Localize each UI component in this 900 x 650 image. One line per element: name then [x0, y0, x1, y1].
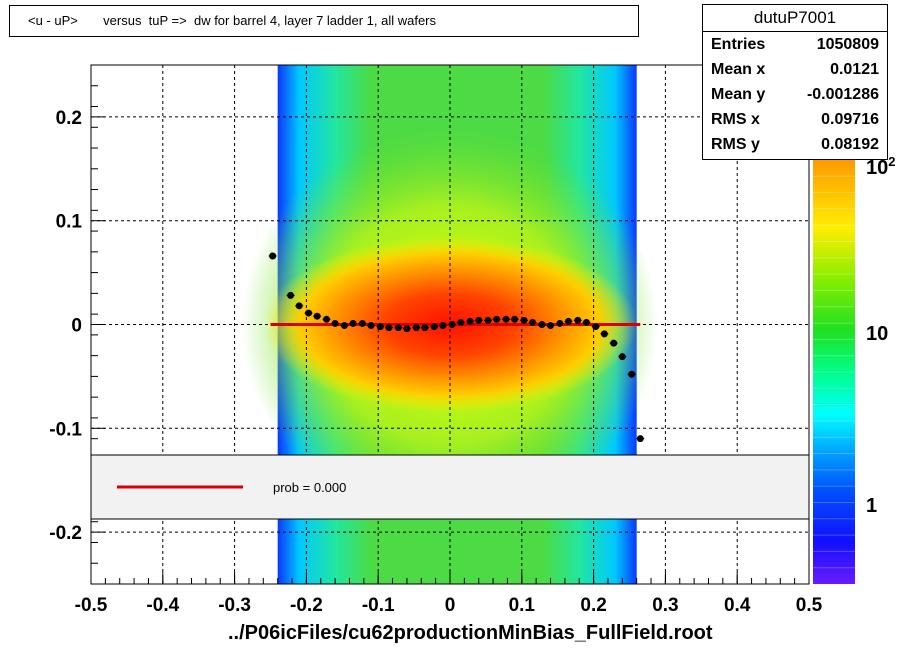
profile-point [484, 316, 492, 324]
profile-point [592, 323, 600, 331]
profile-point [475, 316, 483, 324]
stats-row-entries: Entries 1050809 [703, 32, 887, 57]
x-tick-label: 0.5 [796, 595, 823, 616]
axis-ticks [90, 64, 810, 585]
profile-point [448, 321, 456, 328]
profile-point [287, 291, 295, 299]
profile-point [313, 312, 321, 320]
profile-point [323, 315, 331, 323]
stats-name: dutuP7001 [703, 5, 887, 32]
stats-value: 0.09716 [821, 111, 879, 128]
profile-point [520, 316, 528, 324]
stats-value: 1050809 [816, 36, 879, 53]
profile-point [574, 316, 582, 324]
legend-fit-label: prob = 0.000 [273, 480, 346, 495]
stats-row-rms-y: RMS y 0.08192 [703, 132, 887, 157]
profile-point [412, 324, 420, 332]
profile-point [385, 324, 393, 332]
stats-box: dutuP7001 Entries 1050809 Mean x 0.0121 … [702, 4, 888, 160]
profile-point [439, 322, 447, 330]
color-scale-bands [813, 175, 855, 569]
color-scale-bar [813, 160, 855, 584]
profile-point [493, 315, 501, 323]
stats-label: Mean x [711, 61, 766, 78]
x-tick-label: -0.5 [75, 595, 108, 616]
x-tick-labels: -0.5 -0.4 -0.3 -0.2 -0.1 0 0.1 0.2 0.3 0.4 0.5 [75, 595, 823, 616]
x-tick-label: 0.1 [509, 595, 536, 616]
stats-label: RMS y [711, 136, 760, 153]
y-tick-labels: -0.2 -0.1 0 0.1 0.2 [49, 108, 82, 544]
y-tick-label: -0.2 [49, 523, 82, 544]
profile-point [538, 321, 546, 328]
y-tick-label: 0 [71, 316, 82, 337]
profile-point [349, 319, 357, 327]
profile-point [529, 318, 537, 326]
x-axis-label: ../P06icFiles/cu62productionMinBias_Full… [228, 622, 713, 644]
profile-points [268, 252, 645, 443]
profile-point [582, 318, 590, 326]
profile-point [618, 353, 626, 361]
profile-point [376, 323, 384, 331]
stats-value: 0.0121 [830, 61, 879, 78]
profile-point [269, 252, 277, 260]
x-tick-label: -0.3 [218, 595, 251, 616]
profile-point [502, 315, 510, 323]
x-tick-label: 0.2 [580, 595, 606, 616]
stats-label: Mean y [711, 86, 766, 103]
profile-point [331, 319, 339, 327]
profile-point [636, 435, 644, 443]
stats-label: RMS x [711, 111, 760, 128]
x-tick-label: -0.4 [146, 595, 179, 616]
chart-title: <u - uP> versus tuP => dw for barrel 4, … [9, 5, 639, 37]
profile-point [430, 323, 438, 331]
stats-row-mean-x: Mean x 0.0121 [703, 57, 887, 82]
x-tick-label: -0.1 [362, 595, 395, 616]
x-tick-label: -0.2 [290, 595, 323, 616]
profile-point [421, 324, 429, 332]
profile-point [547, 322, 555, 330]
profile-point [340, 322, 348, 330]
y-tick-label: 0.1 [56, 212, 83, 233]
y-tick-label: -0.1 [49, 419, 82, 440]
profile-point [403, 325, 411, 333]
x-tick-label: 0.4 [724, 595, 751, 616]
stats-row-rms-x: RMS x 0.09716 [703, 107, 887, 132]
profile-point [564, 317, 572, 325]
stats-row-mean-y: Mean y -0.001286 [703, 82, 887, 107]
profile-point [628, 370, 636, 378]
profile-point [295, 302, 303, 310]
profile-point [466, 317, 474, 325]
profile-point [358, 319, 366, 327]
profile-point [511, 315, 519, 323]
profile-point [367, 322, 375, 330]
x-tick-label: 0.3 [652, 595, 678, 616]
stats-label: Entries [711, 36, 766, 53]
stats-value: -0.001286 [806, 86, 879, 103]
profile-point [556, 319, 564, 327]
profile-point [610, 339, 618, 347]
profile-point [394, 324, 402, 332]
y-tick-label: 0.2 [56, 108, 82, 129]
profile-point [457, 318, 465, 326]
stats-value: 0.08192 [821, 136, 879, 153]
z-tick-1: 1 [866, 495, 877, 517]
z-tick-10: 10 [866, 323, 888, 345]
profile-point [305, 309, 313, 317]
profile-point [600, 330, 608, 338]
x-tick-label: 0 [445, 595, 456, 616]
